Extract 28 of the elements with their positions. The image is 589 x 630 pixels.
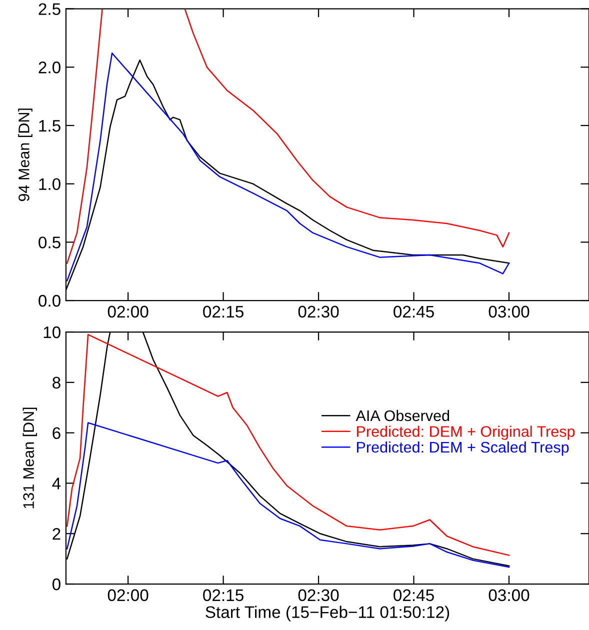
x-tick-label: 02:15 <box>203 306 244 318</box>
y-tick-label: 1.0 <box>39 178 60 190</box>
x-tick-label: 02:30 <box>298 589 339 602</box>
x-tick-label: 03:00 <box>488 306 530 318</box>
y-tick-label: 8 <box>52 376 60 389</box>
y-tick-label: 0 <box>52 578 60 590</box>
x-tick-label: 02:15 <box>203 589 244 602</box>
legend-label: AIA Observed <box>356 410 450 422</box>
x-tick-label: 02:30 <box>298 306 339 318</box>
x-tick-label: 02:00 <box>108 306 148 318</box>
x-tick-label: 03:00 <box>488 589 530 602</box>
legend-label: Predicted: DEM + Original Tresp <box>357 426 575 440</box>
y-tick-label: 10 <box>44 326 60 338</box>
x-axis-title: Start Time (15−Feb−11 01:50:12) <box>206 606 450 622</box>
y-tick-label: 6 <box>52 427 60 440</box>
x-tick-label: 02:00 <box>108 589 148 602</box>
y-tick-label: 4 <box>52 478 61 490</box>
x-tick-label: 02:45 <box>394 306 434 318</box>
y-tick-label: 2 <box>52 528 60 540</box>
y-tick-label: 0.5 <box>38 236 60 248</box>
y-tick-label: 0.0 <box>38 294 60 307</box>
y-tick-label: 2.5 <box>38 3 60 16</box>
y-axis-title: 131 Mean [DN] <box>22 408 38 508</box>
y-tick-label: 2.0 <box>38 62 60 74</box>
x-tick-label: 02:45 <box>394 589 434 602</box>
legend-label: Predicted: DEM + Scaled Tresp <box>357 441 569 456</box>
y-axis-title: 94 Mean [DN] <box>18 108 32 202</box>
y-tick-label: 1.5 <box>39 120 60 132</box>
